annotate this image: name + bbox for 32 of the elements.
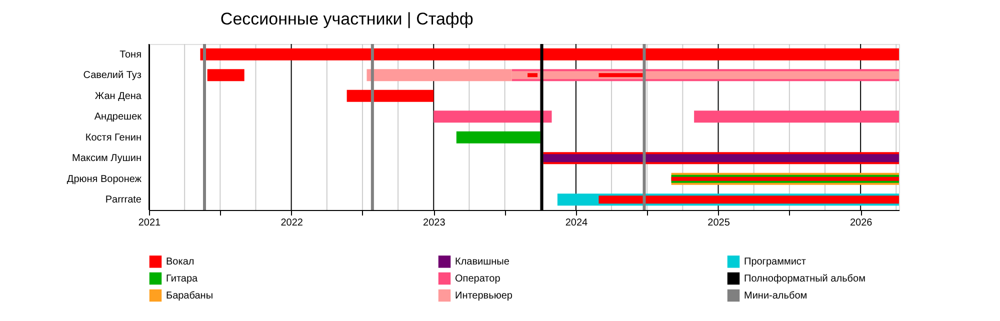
bar	[346, 90, 434, 102]
x-tick-label: 2024	[565, 218, 588, 228]
y-tick-label: Костя Генин	[85, 132, 142, 144]
bar	[207, 69, 244, 82]
bar	[598, 73, 643, 78]
y-tick-label: Дрюня Воронеж	[66, 174, 142, 185]
y-tick-label: Тоня	[120, 49, 142, 60]
legend-label: Мини-альбом	[744, 290, 808, 302]
legend-label: Интервьюер	[455, 290, 513, 302]
legend-label: Вокал	[166, 256, 194, 268]
legend-label: Оператор	[455, 274, 501, 284]
x-tick-label: 2021	[138, 218, 162, 228]
y-tick-label: Жан Дена	[94, 90, 142, 102]
y-tick-label: Максим Лушин	[72, 153, 142, 164]
x-tick-label: 2026	[850, 218, 873, 228]
x-tick-label: 2022	[280, 218, 304, 228]
bar	[528, 73, 538, 78]
legend-label: Программист	[744, 256, 806, 268]
x-tick-label: 2025	[708, 218, 730, 228]
legend-label: Клавишные	[455, 256, 510, 268]
y-tick-label: Parrrate	[105, 194, 142, 206]
y-tick-label: Савелий Туз	[83, 70, 142, 82]
y-tick-label: Андрешек	[94, 112, 142, 123]
chart-title: Сессионные участники | Стафф	[220, 10, 474, 28]
bar	[456, 131, 540, 144]
bar	[694, 110, 899, 123]
bar	[434, 110, 552, 123]
legend-label: Полноформатный альбом	[744, 274, 866, 284]
legend-label: Барабаны	[166, 290, 214, 302]
x-tick-label: 2023	[423, 218, 446, 228]
legend-label: Гитара	[166, 274, 198, 284]
bar	[200, 48, 899, 60]
